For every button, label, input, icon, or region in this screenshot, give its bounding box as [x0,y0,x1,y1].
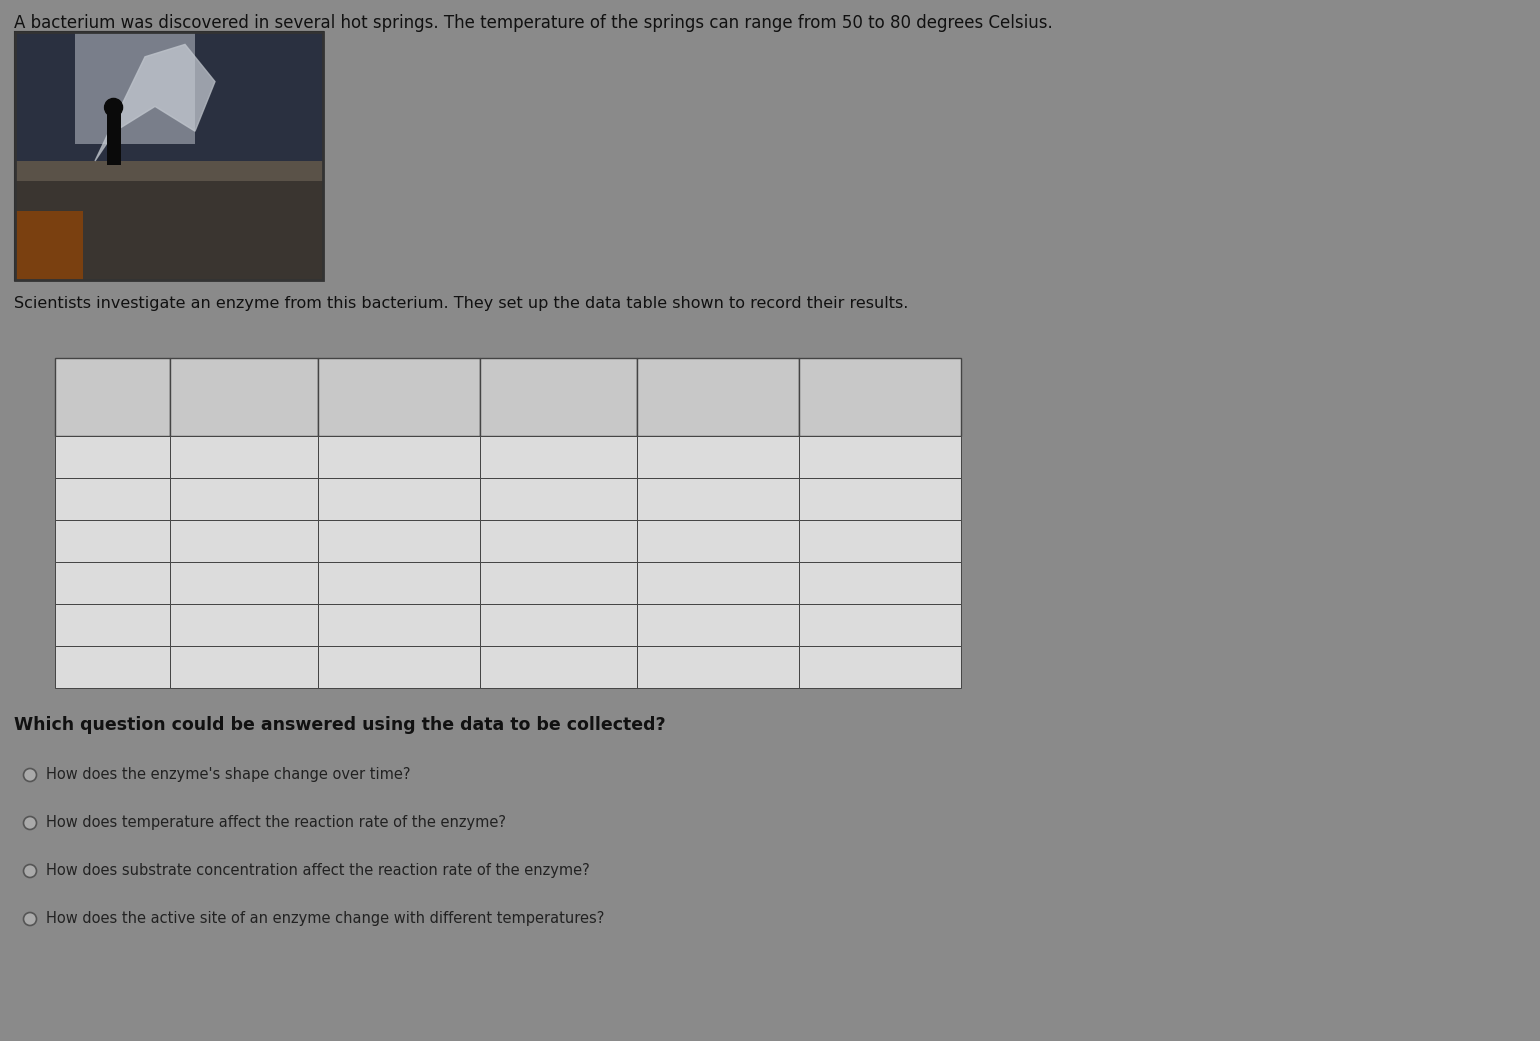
Text: Tube of
Enzyme
Culture: Tube of Enzyme Culture [83,375,142,420]
Text: 100: 100 [229,660,259,675]
FancyBboxPatch shape [317,358,480,436]
FancyBboxPatch shape [480,358,638,436]
FancyBboxPatch shape [169,646,317,688]
FancyBboxPatch shape [55,604,169,646]
Text: Reaction Rate
at 20 Minutes: Reaction Rate at 20 Minutes [827,382,932,411]
FancyBboxPatch shape [317,436,480,478]
FancyBboxPatch shape [55,478,169,520]
FancyBboxPatch shape [317,520,480,562]
FancyBboxPatch shape [55,646,169,688]
FancyBboxPatch shape [15,210,83,280]
FancyBboxPatch shape [799,646,961,688]
FancyBboxPatch shape [480,604,638,646]
FancyBboxPatch shape [638,358,799,436]
FancyBboxPatch shape [15,161,323,280]
FancyBboxPatch shape [317,646,480,688]
FancyBboxPatch shape [638,436,799,478]
FancyBboxPatch shape [480,478,638,520]
Text: How does substrate concentration affect the reaction rate of the enzyme?: How does substrate concentration affect … [46,863,590,879]
FancyBboxPatch shape [169,358,317,436]
FancyBboxPatch shape [799,436,961,478]
Text: 4: 4 [108,576,117,590]
FancyBboxPatch shape [480,646,638,688]
FancyBboxPatch shape [638,562,799,604]
FancyBboxPatch shape [169,520,317,562]
FancyBboxPatch shape [106,113,120,166]
FancyBboxPatch shape [55,358,169,436]
FancyBboxPatch shape [15,161,323,181]
Text: Environmental
Temperature
(°C): Environmental Temperature (°C) [189,375,299,420]
FancyBboxPatch shape [55,520,169,562]
FancyBboxPatch shape [317,562,480,604]
Text: How does temperature affect the reaction rate of the enzyme?: How does temperature affect the reaction… [46,815,507,831]
Text: Reaction Rate
at 0 Minutes: Reaction Rate at 0 Minutes [346,382,451,411]
Text: A bacterium was discovered in several hot springs. The temperature of the spring: A bacterium was discovered in several ho… [14,14,1053,32]
FancyBboxPatch shape [15,32,323,161]
FancyBboxPatch shape [55,562,169,604]
Text: 5: 5 [239,450,248,464]
FancyBboxPatch shape [55,436,169,478]
Text: 22: 22 [234,491,254,507]
FancyBboxPatch shape [480,520,638,562]
Text: 1: 1 [108,450,117,464]
FancyBboxPatch shape [480,436,638,478]
Polygon shape [95,45,216,161]
Circle shape [23,913,37,925]
Circle shape [23,816,37,830]
Text: 3: 3 [108,533,117,549]
FancyBboxPatch shape [169,562,317,604]
Text: 5: 5 [108,617,117,633]
FancyBboxPatch shape [169,478,317,520]
Text: Which question could be answered using the data to be collected?: Which question could be answered using t… [14,716,665,734]
FancyBboxPatch shape [169,436,317,478]
Text: How does the active site of an enzyme change with different temperatures?: How does the active site of an enzyme ch… [46,912,604,926]
FancyBboxPatch shape [799,604,961,646]
FancyBboxPatch shape [799,562,961,604]
FancyBboxPatch shape [638,478,799,520]
FancyBboxPatch shape [638,646,799,688]
Text: 80: 80 [234,617,253,633]
Text: 60: 60 [234,576,253,590]
Text: 2: 2 [108,491,117,507]
Text: 37: 37 [234,533,253,549]
Text: 6: 6 [108,660,117,675]
FancyBboxPatch shape [799,478,961,520]
FancyBboxPatch shape [799,358,961,436]
FancyBboxPatch shape [317,604,480,646]
Circle shape [23,864,37,878]
Text: Scientists investigate an enzyme from this bacterium. They set up the data table: Scientists investigate an enzyme from th… [14,296,909,311]
Circle shape [105,99,123,117]
Text: Reaction Rate
at 10 Minutes: Reaction Rate at 10 Minutes [665,382,770,411]
Text: How does the enzyme's shape change over time?: How does the enzyme's shape change over … [46,767,411,783]
FancyBboxPatch shape [799,520,961,562]
FancyBboxPatch shape [480,562,638,604]
FancyBboxPatch shape [638,520,799,562]
FancyBboxPatch shape [75,32,196,144]
FancyBboxPatch shape [15,32,323,280]
FancyBboxPatch shape [638,604,799,646]
Text: Reaction Rate
at 5 Minutes: Reaction Rate at 5 Minutes [507,382,611,411]
Circle shape [23,768,37,782]
FancyBboxPatch shape [317,478,480,520]
FancyBboxPatch shape [169,604,317,646]
